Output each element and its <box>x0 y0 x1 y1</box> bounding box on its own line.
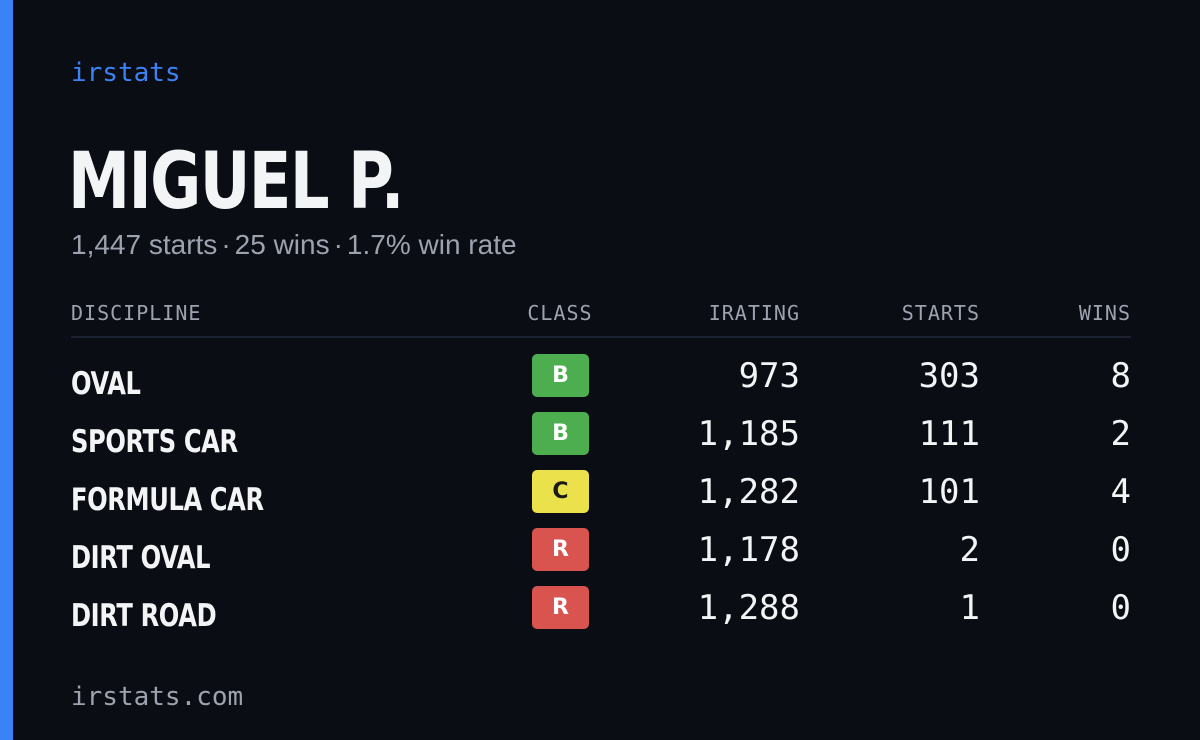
table-row: FORMULA CAR C 1,282 101 4 <box>71 470 1131 528</box>
class-badge: B <box>532 412 589 455</box>
wins-value: 4 <box>1110 472 1131 512</box>
discipline-name: DIRT ROAD <box>71 598 217 634</box>
wins-value: 2 <box>1110 414 1131 454</box>
separator: · <box>221 229 231 260</box>
wins-value: 0 <box>1110 530 1131 570</box>
discipline-name: FORMULA CAR <box>71 482 264 518</box>
accent-bar <box>0 0 13 740</box>
header-wins: WINS <box>1078 301 1131 325</box>
starts-value: 1 <box>959 588 980 628</box>
irating-value: 1,282 <box>697 472 800 512</box>
discipline-table: DISCIPLINE CLASS IRATING STARTS WINS OVA… <box>71 296 1131 644</box>
irating-value: 1,288 <box>697 588 800 628</box>
table-header: DISCIPLINE CLASS IRATING STARTS WINS <box>71 296 1131 338</box>
table-body: OVAL B 973 303 8 SPORTS CAR B 1,185 111 … <box>71 354 1131 644</box>
table-row: DIRT ROAD R 1,288 1 0 <box>71 586 1131 644</box>
wins-value: 0 <box>1110 588 1131 628</box>
starts-value: 111 <box>918 414 980 454</box>
class-badge: C <box>532 470 589 513</box>
class-badge: B <box>532 354 589 397</box>
header-starts: STARTS <box>901 301 980 325</box>
irating-value: 1,185 <box>697 414 800 454</box>
table-row: SPORTS CAR B 1,185 111 2 <box>71 412 1131 470</box>
driver-name: MIGUEL P. <box>68 137 404 227</box>
header-discipline: DISCIPLINE <box>71 301 202 325</box>
irating-value: 973 <box>738 356 800 396</box>
class-badge: R <box>532 586 589 629</box>
table-row: OVAL B 973 303 8 <box>71 354 1131 412</box>
footer-url: irstats.com <box>71 682 244 712</box>
brand-logo: irstats <box>71 58 181 88</box>
discipline-name: SPORTS CAR <box>71 424 238 460</box>
header-irating: IRATING <box>708 301 800 325</box>
header-class-label: CLASS <box>527 301 593 325</box>
starts-value: 303 <box>918 356 980 396</box>
career-summary: 1,447 starts · 25 wins · 1.7% win rate <box>71 228 517 262</box>
wins-summary: 25 wins <box>234 229 330 260</box>
irating-value: 1,178 <box>697 530 800 570</box>
class-badge: R <box>532 528 589 571</box>
separator: · <box>333 229 343 260</box>
discipline-name: OVAL <box>71 366 141 402</box>
starts-value: 101 <box>918 472 980 512</box>
discipline-name: DIRT OVAL <box>71 540 211 576</box>
table-row: DIRT OVAL R 1,178 2 0 <box>71 528 1131 586</box>
starts-value: 2 <box>959 530 980 570</box>
wins-value: 8 <box>1110 356 1131 396</box>
win-rate-summary: 1.7% win rate <box>346 229 517 260</box>
starts-summary: 1,447 starts <box>71 229 218 260</box>
